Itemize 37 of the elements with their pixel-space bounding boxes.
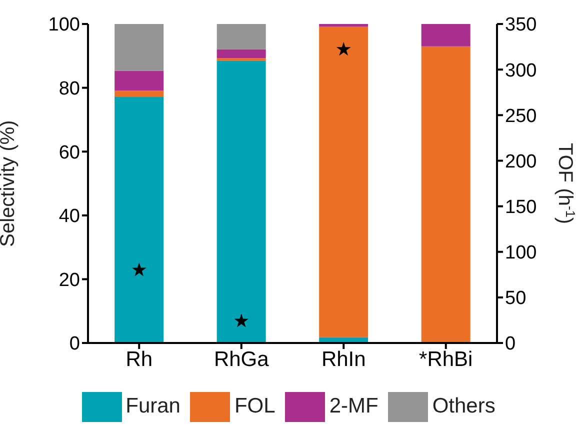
x-tick-label: Rh [126,348,153,371]
bar [114,90,164,98]
bar [421,46,470,342]
y2-tick-label: 250 [505,106,537,127]
bar [114,24,164,71]
legend-label: FOL [234,394,276,418]
y-tick-label: 100 [48,14,80,36]
y2-tick-label: 100 [505,242,537,264]
bar [319,24,368,27]
y2-tick-label: 0 [505,334,516,355]
bar [421,24,470,46]
y-tick-label: 80 [58,78,80,100]
legend-label: Others [432,394,496,418]
bar [216,49,266,58]
y2-tick-label: 150 [505,197,537,218]
legend-label: 2-MF [329,394,378,418]
point [132,262,146,276]
point [336,42,351,56]
y-tick-label: 0 [69,334,80,355]
y2-tick-label: 300 [505,60,537,82]
y2-tick-label: 200 [505,151,537,172]
bar [319,26,368,338]
bar [114,97,164,343]
y-tick-label: 40 [58,206,80,228]
point [234,314,249,328]
bar [216,58,266,61]
bar [216,60,266,343]
y2-tick-label: 50 [505,288,526,310]
x-tick-label: RhIn [321,348,366,371]
x-tick-label: RhGa [214,348,270,371]
x-tick-label: *RhBi [419,348,473,371]
y-tick-label: 60 [58,142,80,164]
bar [114,70,164,91]
y2-tick-label: 350 [505,14,537,36]
bar [216,24,266,50]
legend-label: Furan [126,394,180,418]
y-tick-label: 20 [58,270,80,291]
